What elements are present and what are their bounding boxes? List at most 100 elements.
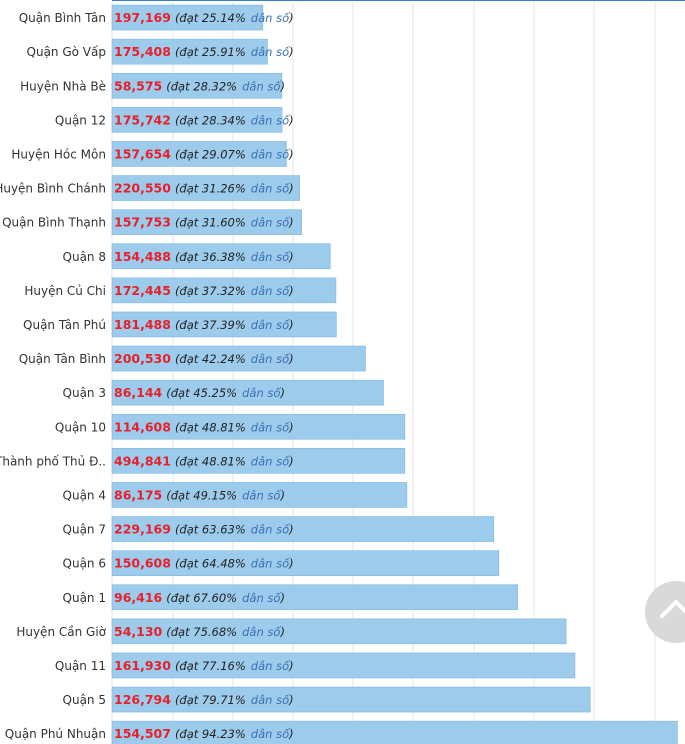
population-label: dân số [251,250,291,264]
data-label: 181,488 (đạt 37.39% dân số) [114,317,294,332]
bar[interactable] [111,550,500,576]
population-label: dân số [242,79,282,93]
category-label: Quận 12 [55,113,106,127]
data-label: 229,169 (đạt 63.63% dân số) [114,522,294,537]
count-value: 220,550 [114,181,171,196]
count-value: 86,144 [114,385,163,400]
category-label: Huyện Củ Chi [24,284,106,298]
bar[interactable] [111,72,283,99]
count-value: 494,841 [114,453,171,468]
close-paren: ) [288,284,294,298]
category-label: Quận Phú Nhuận [5,727,106,741]
count-value: 126,794 [114,692,171,707]
category-label: Quận Bình Thạnh [2,216,106,230]
percent-value: (đạt 48.81% [175,454,246,468]
category-label: Quận 10 [55,420,106,434]
chevron-up-icon [660,600,685,618]
close-paren: ) [288,113,294,127]
bar[interactable] [111,345,366,372]
count-value: 181,488 [114,317,171,332]
count-value: 200,530 [114,351,171,366]
percent-value: (đạt 28.34% [175,113,246,127]
population-label: dân số [242,488,282,502]
bar[interactable] [111,482,408,508]
bar[interactable] [111,311,337,338]
count-value: 175,408 [114,44,171,59]
bar[interactable] [111,686,591,713]
data-label: 220,550 (đạt 31.26% dân số) [114,181,294,196]
category-label: Huyện Cần Giờ [16,625,106,639]
bar[interactable] [111,720,678,744]
data-label: 154,488 (đạt 36.38% dân số) [114,249,294,264]
data-label: 86,144 (đạt 45.25% dân số) [114,385,285,400]
percent-value: (đạt 25.14% [175,11,246,25]
population-label: dân số [242,591,282,605]
category-label: Quận 1 [63,591,106,605]
category-labels: Quận Bình Tân Quận Gò Vấp Huyện Nhà Bè Quận… [0,11,107,741]
percent-value: (đạt 75.68% [166,625,237,639]
data-label: 150,608 (đạt 64.48% dân số) [114,556,294,571]
bar[interactable] [111,4,264,31]
data-label: 126,794 (đạt 79.71% dân số) [114,692,294,707]
close-paren: ) [279,79,285,93]
bar[interactable] [111,141,287,167]
population-label: dân số [251,454,291,468]
data-label: 157,654 (đạt 29.07% dân số) [114,146,294,161]
bar[interactable] [111,413,406,440]
count-value: 114,608 [114,419,171,434]
bar[interactable] [111,175,300,201]
close-paren: ) [288,454,294,468]
population-label: dân số [251,216,291,230]
category-label: Quận 7 [63,523,106,537]
data-label: 54,130 (đạt 75.68% dân số) [114,624,285,639]
population-label: dân số [251,659,291,673]
percent-value: (đạt 31.60% [175,216,246,230]
percent-value: (đạt 42.24% [175,352,246,366]
population-label: dân số [251,284,291,298]
bar[interactable] [111,209,302,235]
data-label: 157,753 (đạt 31.60% dân số) [114,215,294,230]
category-label: Huyện Bình Chánh [0,182,106,196]
category-label: Thành phố Thủ Đ.. [0,454,106,468]
bar[interactable] [111,277,337,304]
category-label: Huyện Nhà Bè [20,79,106,93]
percent-value: (đạt 64.48% [175,557,246,571]
bar[interactable] [111,38,268,65]
close-paren: ) [288,659,294,673]
population-label: dân số [251,420,291,434]
close-paren: ) [288,420,294,434]
bar[interactable] [111,448,406,474]
bar[interactable] [111,107,283,133]
percent-value: (đạt 63.63% [175,523,246,537]
close-paren: ) [279,488,285,502]
count-value: 229,169 [114,522,171,537]
count-value: 154,488 [114,249,171,264]
bar[interactable] [111,379,384,406]
percent-value: (đạt 36.38% [175,250,246,264]
data-label: 96,416 (đạt 67.60% dân số) [114,590,285,605]
close-paren: ) [288,557,294,571]
bar[interactable] [111,584,518,611]
percent-value: (đạt 37.32% [175,284,246,298]
percent-value: (đạt 25.91% [175,45,246,59]
category-label: Quận 8 [63,250,106,264]
bar[interactable] [111,652,576,679]
count-value: 86,175 [114,487,162,502]
percent-value: (đạt 28.32% [166,79,237,93]
category-label: Quận Tân Bình [19,352,106,366]
bar[interactable] [111,243,331,270]
category-label: Quận 4 [63,488,106,502]
bar[interactable] [111,516,495,542]
population-label: dân số [251,693,291,707]
population-label: dân số [251,318,291,332]
percent-value: (đạt 29.07% [175,147,246,161]
data-label: 494,841 (đạt 48.81% dân số) [114,453,294,468]
percent-value: (đạt 48.81% [175,420,246,434]
data-label: 161,930 (đạt 77.16% dân số) [114,658,294,673]
category-label: Quận 5 [63,693,106,707]
bar[interactable] [111,618,567,645]
percent-value: (đạt 31.26% [175,182,246,196]
data-label: 58,575 (đạt 28.32% dân số) [114,78,285,93]
data-label: 175,742 (đạt 28.34% dân số) [114,112,294,127]
